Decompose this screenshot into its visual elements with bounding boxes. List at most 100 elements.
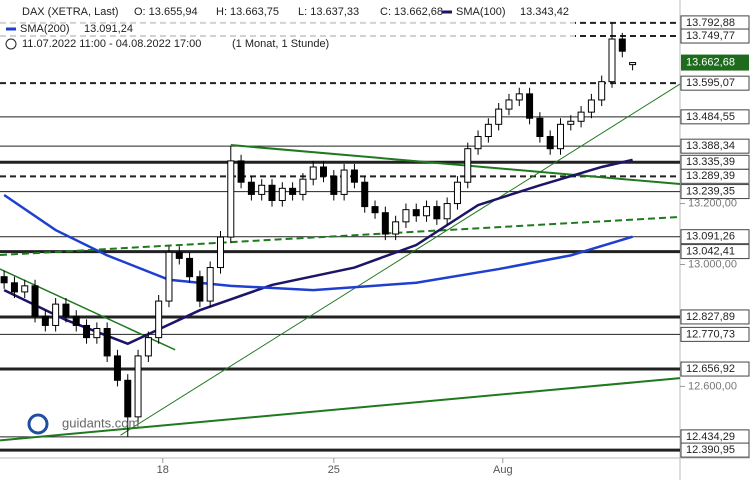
- candle-body: [227, 160, 235, 238]
- candle-body: [52, 303, 60, 326]
- ohlc-label: O: 13.655,94: [134, 6, 198, 18]
- candle-body: [62, 303, 70, 317]
- candle-body: [247, 181, 255, 195]
- candle-body: [186, 257, 194, 278]
- candle-body: [392, 221, 400, 235]
- y-tick-label: 13.000,00: [688, 258, 737, 270]
- candle-body: [41, 315, 49, 326]
- level-label: 13.792,88: [686, 17, 735, 29]
- x-tick-label: Aug: [493, 464, 513, 476]
- candle-body: [124, 379, 132, 418]
- level-label: 12.770,73: [686, 328, 735, 340]
- trend-line: [0, 215, 681, 257]
- logo: guidants.com: [62, 415, 139, 430]
- header-title: DAX (XETRA, Last): [22, 6, 119, 18]
- candle-body: [175, 251, 183, 259]
- candle-body: [21, 285, 29, 293]
- candle-body: [361, 181, 369, 208]
- level-label-box: [680, 75, 750, 91]
- candle-body: [289, 187, 297, 195]
- candle-body: [618, 38, 626, 52]
- candle-body: [299, 178, 307, 195]
- candle-body: [206, 267, 214, 302]
- candle-body: [103, 327, 111, 357]
- candle-body: [72, 315, 80, 326]
- legend-name: SMA(100): [456, 6, 506, 18]
- level-label: 12.827,89: [686, 311, 735, 323]
- candle-body: [320, 166, 328, 177]
- candle-body: [629, 62, 637, 66]
- period: 11.07.2022 11:00 - 04.08.2022 17:00: [22, 38, 201, 50]
- candle-body: [31, 285, 39, 317]
- header-bg: [0, 0, 575, 50]
- candle-body: [10, 282, 18, 293]
- level-label-box: [680, 244, 750, 260]
- candle-body: [268, 184, 276, 202]
- candle-body: [278, 187, 286, 202]
- candle-body: [155, 300, 163, 339]
- level-label: 13.595,07: [686, 77, 735, 89]
- candle-body: [330, 175, 338, 195]
- level-label-box: [680, 361, 750, 377]
- candle-body: [258, 184, 266, 195]
- candle-body: [216, 236, 224, 269]
- candle-body: [443, 203, 451, 220]
- candle-body: [134, 355, 142, 418]
- candle-body: [144, 337, 152, 357]
- candle-body: [546, 136, 554, 150]
- candle-body: [350, 169, 358, 183]
- candle-body: [371, 206, 379, 214]
- ohlc-label: L: 13.637,33: [298, 6, 359, 18]
- candle-body: [587, 99, 595, 113]
- level-label: 13.239,35: [686, 185, 735, 197]
- level-label: 12.656,92: [686, 363, 735, 375]
- level-label: 13.042,41: [686, 245, 735, 257]
- candle-body: [165, 251, 173, 302]
- x-tick-label: 18: [157, 464, 169, 476]
- candle-body: [453, 181, 461, 205]
- level-label-box: [680, 326, 750, 342]
- candle-body: [309, 166, 317, 180]
- trend-line: [120, 83, 681, 436]
- candle-body: [402, 209, 410, 223]
- candle-body: [340, 169, 348, 195]
- y-tick-label: 13.200,00: [688, 197, 737, 209]
- candle-body: [484, 123, 492, 138]
- level-label: 12.434,29: [686, 431, 735, 443]
- candle-body: [196, 276, 204, 302]
- trend-line: [230, 144, 681, 186]
- level-label-box: [680, 442, 750, 458]
- candle-body: [567, 120, 575, 125]
- candle-body: [423, 206, 431, 217]
- level-label: 13.335,39: [686, 156, 735, 168]
- current-price-box: [681, 54, 749, 71]
- interval: (1 Monat, 1 Stunde): [232, 38, 329, 50]
- candle-body: [495, 108, 503, 125]
- ohlc-label: H: 13.663,75: [216, 6, 279, 18]
- level-label: 13.749,77: [686, 30, 735, 42]
- level-label-box: [680, 168, 750, 184]
- x-tick-label: 25: [328, 464, 340, 476]
- level-label-box: [680, 109, 750, 125]
- candle-body: [381, 212, 389, 235]
- legend-value: 13.343,42: [520, 6, 569, 18]
- logo-icon: [27, 413, 49, 435]
- level-label-box: [680, 184, 750, 200]
- level-label: 12.390,95: [686, 444, 735, 456]
- candle-body: [93, 327, 101, 339]
- trend-line: [0, 377, 681, 442]
- candle-body: [598, 81, 606, 101]
- level-label: 13.289,39: [686, 170, 735, 182]
- candle-body: [536, 117, 544, 138]
- clock-icon: [5, 38, 17, 50]
- y-tick-label: 12.600,00: [688, 380, 737, 392]
- candle-body: [113, 355, 121, 381]
- candle-body: [515, 93, 523, 101]
- candle-body: [464, 148, 472, 183]
- candle-body: [577, 111, 585, 122]
- level-label-box: [680, 138, 750, 154]
- candle-body: [526, 93, 534, 119]
- current-price-label: 13.662,68: [686, 56, 735, 68]
